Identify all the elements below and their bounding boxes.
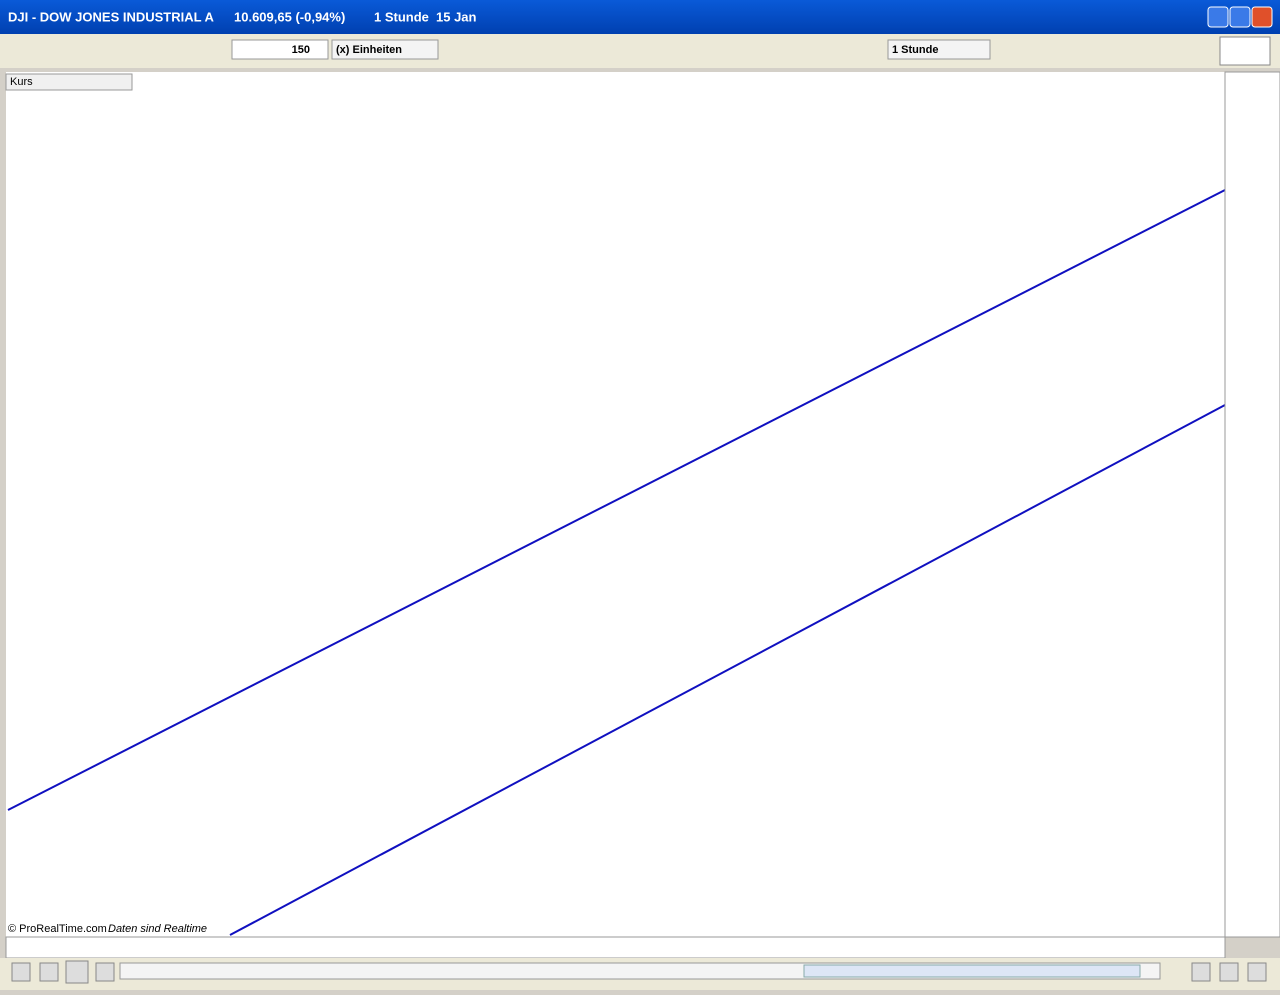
count-input[interactable] bbox=[231, 39, 329, 60]
interval-select[interactable] bbox=[887, 39, 991, 60]
print-button[interactable] bbox=[39, 962, 59, 982]
zoom-in-button[interactable] bbox=[1247, 962, 1267, 982]
plot-area bbox=[6, 72, 1225, 937]
realtime-note: Daten sind Realtime bbox=[108, 923, 207, 935]
toolbar bbox=[0, 34, 1280, 68]
window-interval: 1 Stunde bbox=[374, 9, 429, 24]
channel-upper bbox=[7, 189, 1226, 811]
count-value: 150 bbox=[292, 44, 310, 56]
panel-tab[interactable] bbox=[5, 73, 133, 91]
cursor-button[interactable] bbox=[65, 960, 89, 984]
panel-name: Kurs bbox=[10, 76, 33, 88]
copy-button[interactable] bbox=[95, 962, 115, 982]
zoom-fit-button[interactable] bbox=[1191, 962, 1211, 982]
zoom-out-button[interactable] bbox=[1219, 962, 1239, 982]
time-axis bbox=[5, 936, 1226, 959]
maximize-button[interactable] bbox=[1229, 6, 1251, 28]
window-title: DJI - DOW JONES INDUSTRIAL A bbox=[8, 9, 214, 24]
scroll-thumb[interactable] bbox=[803, 964, 1141, 978]
window-date: 15 Jan bbox=[436, 9, 477, 24]
interval-value: 1 Stunde bbox=[892, 44, 938, 56]
chart-type-button[interactable] bbox=[1219, 36, 1271, 66]
close-button[interactable] bbox=[1251, 6, 1273, 28]
price-axis bbox=[1224, 71, 1280, 938]
channel-lower bbox=[229, 404, 1226, 936]
credit: © ProRealTime.com bbox=[8, 923, 107, 935]
mail-button[interactable] bbox=[11, 962, 31, 982]
minimize-button[interactable] bbox=[1207, 6, 1229, 28]
units-select[interactable] bbox=[331, 39, 439, 60]
units-value: (x) Einheiten bbox=[336, 44, 402, 56]
window-price: 10.609,65 (-0,94%) bbox=[234, 9, 345, 24]
title-bar bbox=[0, 0, 1280, 34]
